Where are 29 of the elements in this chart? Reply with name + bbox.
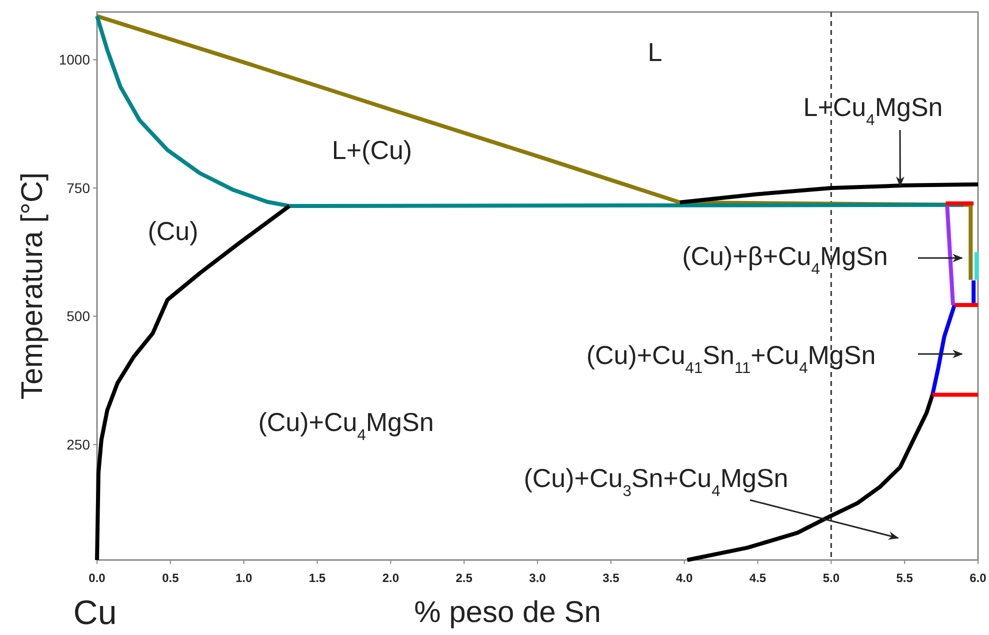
x-tick-label: 5.5 [896,571,914,585]
x-tick-label: 0.0 [88,571,106,585]
x-axis-title: % peso de Sn [414,596,601,629]
x-tick-label: 1.0 [235,571,252,585]
x-tick-label: 3.0 [529,571,546,585]
y-tick-label: 500 [66,308,90,324]
x-tick-label: 2.0 [382,571,400,585]
x-tick-label: 6.0 [970,571,987,585]
x-tick-label: 4.5 [749,571,766,585]
annotation: (Cu)+Cu$_{4}$MgSn [258,407,434,444]
y-tick-label: 750 [66,180,90,196]
annotation: L+Cu$_{4}$MgSn [803,92,943,129]
x-tick-label: 4.0 [676,571,693,585]
annotation: (Cu)+Cu$_{41}$Sn$_{11}$+Cu$_{4}$MgSn [586,340,876,377]
annotation: L [648,37,662,68]
y-axis-title: Temperatura [°C] [16,172,49,400]
x-tick-label: 0.5 [162,571,180,585]
annotation: (Cu)+β+Cu$_{4}$MgSn [682,241,888,278]
x-tick-label: 2.5 [456,571,473,585]
y-tick-label: 1000 [58,52,90,68]
x-tick-label: 1.5 [308,571,326,585]
annotation: (Cu)+Cu$_{3}$Sn+Cu$_{4}$MgSn [524,463,788,500]
text: Cu [73,594,117,632]
annotation: L+(Cu) [332,135,412,166]
x-tick-label: 5.0 [822,571,840,585]
annotation: (Cu) [148,216,198,246]
x-tick-label: 3.5 [602,571,620,585]
line-series [95,14,966,208]
y-tick-label: 250 [66,436,90,452]
